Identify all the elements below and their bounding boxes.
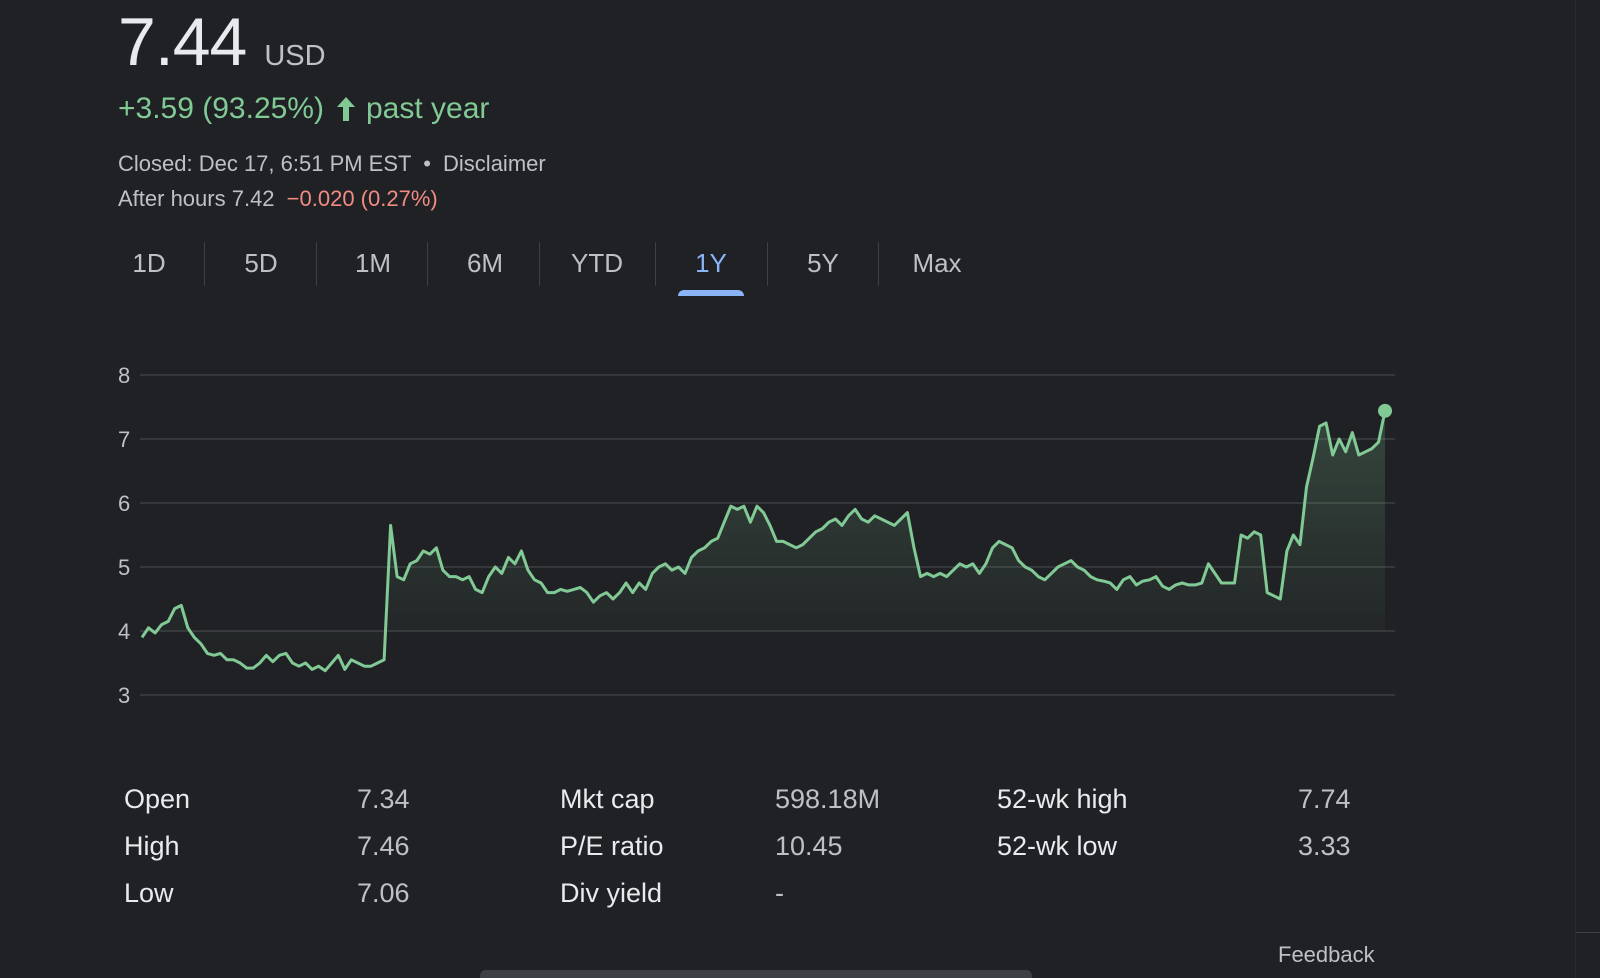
tab-label: 1M: [354, 248, 392, 278]
tab-ytd[interactable]: YTD: [562, 242, 632, 286]
tab-6m[interactable]: 6M: [452, 242, 518, 286]
tab-1d[interactable]: 1D: [118, 242, 180, 286]
stat-open-value: 7.34: [357, 784, 410, 814]
tab-divider: [878, 242, 879, 286]
tab-label: 6M: [466, 248, 504, 278]
y-tick-label: 8: [118, 363, 130, 388]
price-chart-svg[interactable]: 8 7 6 5 4 3: [100, 350, 1420, 720]
tab-5y[interactable]: 5Y: [790, 242, 856, 286]
price-line: [140, 410, 1387, 673]
tab-divider: [204, 242, 205, 286]
tab-1m[interactable]: 1M: [340, 242, 406, 286]
stat-52wk-low-value: 3.33: [1298, 831, 1351, 861]
stat-divyield-value: -: [775, 878, 784, 908]
tab-label: YTD: [571, 248, 623, 278]
stat-open-label: Open: [124, 784, 191, 814]
tab-divider: [427, 242, 428, 286]
stat-high-value: 7.46: [357, 831, 410, 861]
market-status-line: Closed: Dec 17, 6:51 PM EST • Disclaimer: [118, 151, 546, 177]
tab-1y[interactable]: 1Y: [678, 242, 744, 296]
tab-label: 5Y: [807, 248, 839, 278]
bottom-scroll-bar[interactable]: [480, 970, 1032, 978]
key-stats: Open 7.34 High 7.46 Low 7.06 Mkt cap 598…: [0, 780, 1600, 930]
stat-low-label: Low: [124, 878, 174, 908]
tab-label: Max: [912, 248, 962, 278]
stat-52wk-high-value: 7.74: [1298, 784, 1351, 814]
y-tick-label: 6: [118, 491, 130, 516]
tab-divider: [539, 242, 540, 286]
after-hours-label: After hours 7.42: [118, 186, 275, 211]
y-tick-label: 7: [118, 427, 130, 452]
active-tab-indicator: [678, 290, 744, 296]
currency: USD: [264, 40, 326, 72]
stat-low-value: 7.06: [357, 878, 410, 908]
separator-dot: •: [423, 151, 431, 176]
price-row: 7.44 USD: [118, 2, 326, 82]
after-hours-change: −0.020 (0.27%): [286, 186, 438, 211]
right-panel-edge: [1575, 0, 1600, 978]
tab-label: 1Y: [695, 248, 727, 278]
y-tick-label: 4: [118, 619, 130, 644]
tab-divider: [767, 242, 768, 286]
stat-mktcap-label: Mkt cap: [560, 784, 655, 814]
current-price: 7.44: [118, 4, 247, 80]
stat-pe-value: 10.45: [775, 831, 843, 861]
stat-divyield-label: Div yield: [560, 878, 663, 908]
closed-text: Closed: Dec 17, 6:51 PM EST: [118, 151, 412, 176]
stat-high-label: High: [124, 831, 180, 861]
disclaimer-link[interactable]: Disclaimer: [443, 151, 546, 176]
change-period: past year: [365, 92, 490, 125]
arrow-up-icon: [334, 95, 358, 123]
feedback-link[interactable]: Feedback: [1278, 942, 1375, 967]
panel-divider: [1576, 932, 1600, 933]
price-change: +3.59 (93.25%): [118, 92, 324, 125]
stat-52wk-low-label: 52-wk low: [997, 831, 1118, 861]
y-tick-label: 5: [118, 555, 130, 580]
tab-divider: [655, 242, 656, 286]
price-chart[interactable]: 8 7 6 5 4 3: [100, 350, 1420, 720]
stat-pe-label: P/E ratio: [560, 831, 664, 861]
stat-52wk-high-label: 52-wk high: [997, 784, 1128, 814]
tab-5d[interactable]: 5D: [230, 242, 292, 286]
tab-divider: [316, 242, 317, 286]
y-tick-label: 3: [118, 683, 130, 708]
stat-mktcap-value: 598.18M: [775, 784, 881, 814]
tab-max[interactable]: Max: [902, 242, 972, 286]
after-hours-line: After hours 7.42 −0.020 (0.27%): [118, 186, 438, 212]
price-change-row: +3.59 (93.25%) past year: [118, 92, 489, 126]
tab-label: 1D: [132, 248, 166, 278]
last-price-marker: [1378, 403, 1392, 418]
price-area: [142, 410, 1385, 671]
tab-label: 5D: [244, 248, 278, 278]
